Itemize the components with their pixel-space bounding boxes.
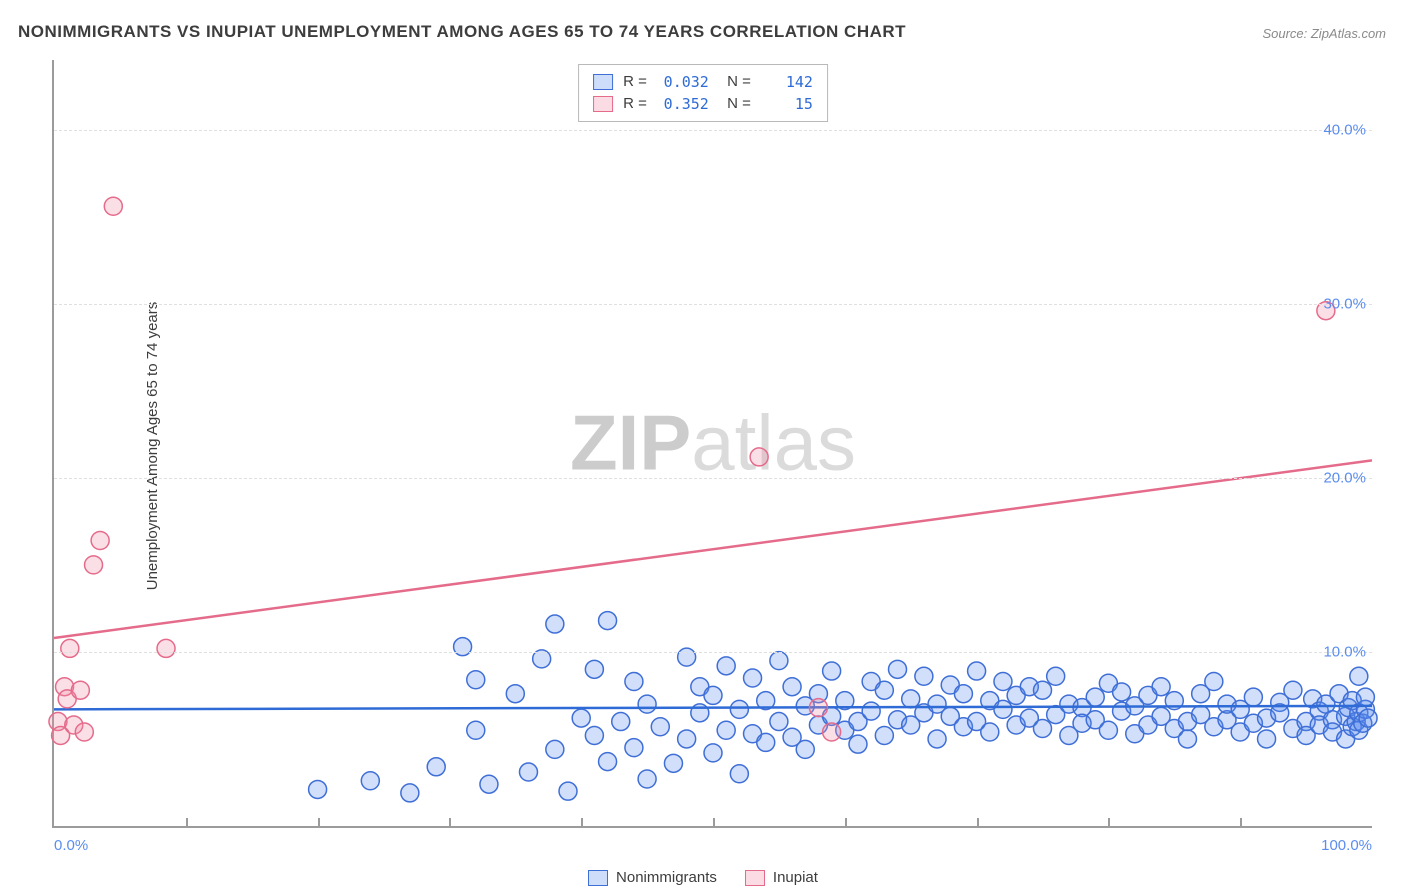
swatch-pink-icon xyxy=(745,870,765,886)
scatter-svg xyxy=(54,60,1372,826)
legend-item-inupiat: Inupiat xyxy=(745,869,818,886)
n-value-inupiat: 15 xyxy=(761,93,813,115)
legend-label: Nonimmigrants xyxy=(616,869,717,886)
legend-item-nonimmigrants: Nonimmigrants xyxy=(588,869,717,886)
n-value-nonimmigrants: 142 xyxy=(761,71,813,93)
plot-area: ZIPatlas 10.0%20.0%30.0%40.0%0.0%100.0% xyxy=(52,60,1372,828)
chart-title: NONIMMIGRANTS VS INUPIAT UNEMPLOYMENT AM… xyxy=(18,22,906,42)
r-value-inupiat: 0.352 xyxy=(657,93,709,115)
legend-row-nonimmigrants: R =0.032 N =142 xyxy=(593,71,813,93)
ytick-label: 30.0% xyxy=(1323,295,1366,312)
source-attribution: Source: ZipAtlas.com xyxy=(1262,26,1386,41)
correlation-legend: R =0.032 N =142 R =0.352 N =15 xyxy=(578,64,828,122)
legend-row-inupiat: R =0.352 N =15 xyxy=(593,93,813,115)
swatch-pink xyxy=(593,96,613,112)
legend-label: Inupiat xyxy=(773,869,818,886)
ytick-label: 40.0% xyxy=(1323,121,1366,138)
swatch-blue-icon xyxy=(588,870,608,886)
r-value-nonimmigrants: 0.032 xyxy=(657,71,709,93)
xtick-label: 100.0% xyxy=(1321,837,1372,854)
ytick-label: 20.0% xyxy=(1323,469,1366,486)
xtick-label: 0.0% xyxy=(54,837,88,854)
swatch-blue xyxy=(593,74,613,90)
ytick-label: 10.0% xyxy=(1323,643,1366,660)
series-legend: Nonimmigrants Inupiat xyxy=(0,869,1406,886)
